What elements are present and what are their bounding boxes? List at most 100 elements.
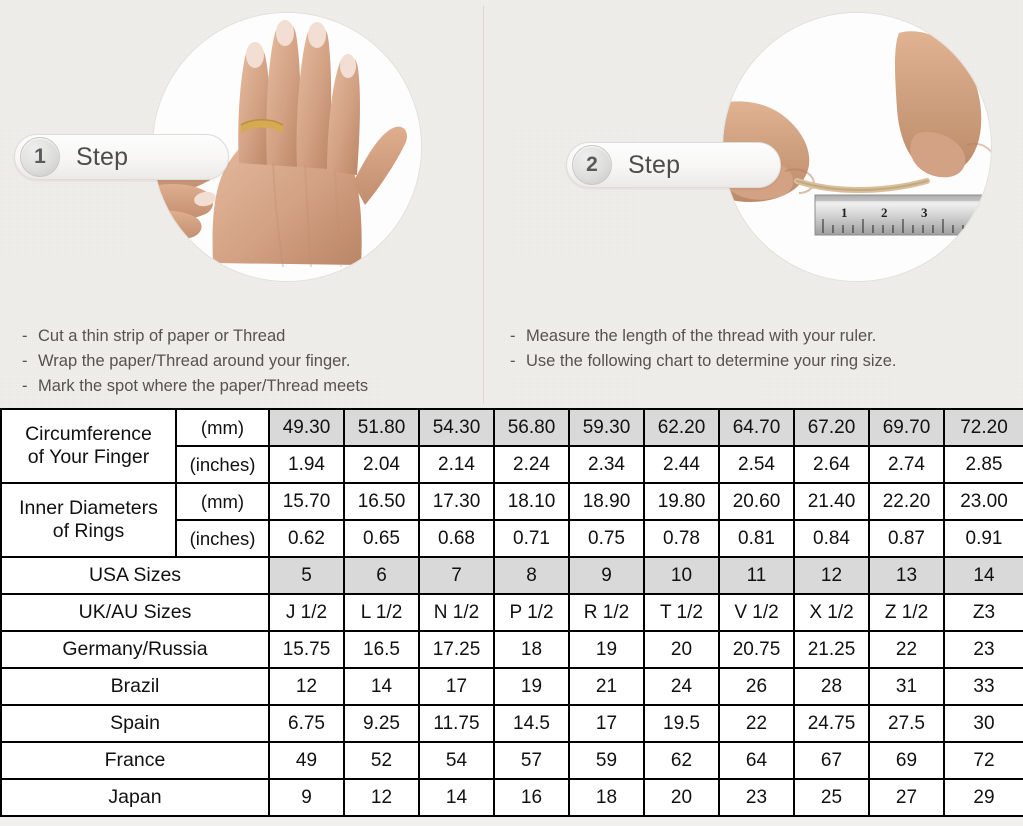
instruction-line: - Mark the spot where the paper/Thread me…: [22, 374, 467, 399]
cell-usa-4: 9: [568, 556, 645, 595]
measuring-thread-ruler-illustration: 1 2 3: [723, 13, 991, 281]
cell-germany_russia-3: 18: [493, 630, 570, 669]
step-1-label: Step: [76, 142, 129, 171]
step-1-instructions: - Cut a thin strip of paper or Thread - Wr…: [22, 324, 467, 399]
cell-inner_diameter_inches-4: 0.75: [568, 519, 645, 558]
cell-circumference_mm-5: 62.20: [643, 408, 720, 447]
table-row-usa: USA Sizes 5 6 7 8 9 10 11 12 13 14: [0, 556, 1023, 595]
table-row-brazil: Brazil 12 14 17 19 21 24 26 28 31 33: [0, 667, 1023, 706]
cell-spain-0: 6.75: [268, 704, 345, 743]
dash-bullet: -: [22, 327, 28, 345]
row-label-spain: Spain: [0, 704, 270, 743]
cell-usa-1: 6: [343, 556, 420, 595]
cell-germany_russia-9: 23: [943, 630, 1023, 669]
cell-circumference_inches-4: 2.34: [568, 445, 645, 484]
hand-with-ring-illustration: [153, 13, 421, 281]
cell-brazil-1: 14: [343, 667, 420, 706]
steps-area: 1 2 3 1 Step 2 Step - Cut a thin strip of…: [0, 0, 1023, 408]
row-unit-inner-diameter-inches: (inches): [175, 519, 270, 558]
row-label-circumference: Circumference of Your Finger: [0, 408, 177, 484]
row-unit-circumference-inches: (inches): [175, 445, 270, 484]
cell-uk_au-7: X 1/2: [793, 593, 870, 632]
cell-uk_au-6: V 1/2: [718, 593, 795, 632]
cell-circumference_inches-0: 1.94: [268, 445, 345, 484]
cell-japan-0: 9: [268, 778, 345, 817]
cell-brazil-9: 33: [943, 667, 1023, 706]
cell-inner_diameter_mm-8: 22.20: [868, 482, 945, 521]
cell-france-2: 54: [418, 741, 495, 780]
cell-circumference_inches-3: 2.24: [493, 445, 570, 484]
cell-circumference_mm-6: 64.70: [718, 408, 795, 447]
cell-uk_au-1: L 1/2: [343, 593, 420, 632]
cell-usa-6: 11: [718, 556, 795, 595]
step-1-photo: [152, 12, 422, 282]
table-row-circumference_inches: (inches) 1.94 2.04 2.14 2.24 2.34 2.44 2.54 2.64…: [1, 445, 1023, 484]
ring-size-chart-table: Circumference of Your Finger (mm) 49.30 51.8…: [0, 408, 1023, 817]
cell-spain-5: 19.5: [643, 704, 720, 743]
cell-usa-8: 13: [868, 556, 945, 595]
cell-france-5: 62: [643, 741, 720, 780]
row-unit-circumference-mm: (mm): [175, 408, 270, 447]
step-1-number: 1: [20, 137, 60, 177]
cell-inner_diameter_inches-1: 0.65: [343, 519, 420, 558]
cell-france-4: 59: [568, 741, 645, 780]
cell-brazil-3: 19: [493, 667, 570, 706]
cell-spain-1: 9.25: [343, 704, 420, 743]
cell-inner_diameter_mm-5: 19.80: [643, 482, 720, 521]
cell-japan-2: 14: [418, 778, 495, 817]
cell-circumference_mm-1: 51.80: [343, 408, 420, 447]
cell-brazil-6: 26: [718, 667, 795, 706]
instruction-text: Measure the length of the thread with yo…: [526, 327, 877, 345]
cell-circumference_mm-0: 49.30: [268, 408, 345, 447]
cell-circumference_mm-9: 72.20: [943, 408, 1023, 447]
cell-inner_diameter_mm-2: 17.30: [418, 482, 495, 521]
table-row-uk_au: UK/AU Sizes J 1/2 L 1/2 N 1/2 P 1/2 R 1/2 T 1/…: [0, 593, 1023, 632]
cell-brazil-4: 21: [568, 667, 645, 706]
cell-germany_russia-5: 20: [643, 630, 720, 669]
step-1-badge: 1 Step: [14, 134, 229, 180]
cell-inner_diameter_inches-7: 0.84: [793, 519, 870, 558]
table-row-circumference_mm: Circumference of Your Finger (mm) 49.30 51.8…: [0, 408, 1023, 484]
cell-japan-4: 18: [568, 778, 645, 817]
instruction-line: - Wrap the paper/Thread around your finge…: [22, 349, 467, 374]
instruction-text: Use the following chart to determine you…: [526, 352, 897, 370]
cell-brazil-0: 12: [268, 667, 345, 706]
cell-france-8: 69: [868, 741, 945, 780]
cell-uk_au-9: Z3: [943, 593, 1023, 632]
step-2-number: 2: [572, 145, 612, 185]
step-2-label: Step: [628, 150, 681, 179]
dash-bullet: -: [22, 377, 28, 395]
cell-inner_diameter_mm-7: 21.40: [793, 482, 870, 521]
dash-bullet: -: [510, 327, 516, 345]
cell-france-7: 67: [793, 741, 870, 780]
cell-france-1: 52: [343, 741, 420, 780]
cell-circumference_inches-6: 2.54: [718, 445, 795, 484]
row-unit-inner-diameter-mm: (mm): [175, 482, 270, 521]
cell-japan-5: 20: [643, 778, 720, 817]
cell-spain-9: 30: [943, 704, 1023, 743]
step-2-instructions: - Measure the length of the thread with y…: [510, 324, 1000, 374]
table-row-inner_diameter_mm: Inner Diameters of Rings (mm) 15.70 16.50 17.…: [0, 482, 1023, 558]
cell-france-6: 64: [718, 741, 795, 780]
cell-uk_au-8: Z 1/2: [868, 593, 945, 632]
cell-circumference_inches-8: 2.74: [868, 445, 945, 484]
instruction-text: Cut a thin strip of paper or Thread: [38, 327, 286, 345]
cell-brazil-2: 17: [418, 667, 495, 706]
cell-circumference_inches-1: 2.04: [343, 445, 420, 484]
cell-brazil-5: 24: [643, 667, 720, 706]
cell-uk_au-2: N 1/2: [418, 593, 495, 632]
ruler-mark-1: 1: [841, 205, 848, 220]
cell-germany_russia-8: 22: [868, 630, 945, 669]
instruction-text: Wrap the paper/Thread around your finger…: [38, 352, 351, 370]
cell-circumference_inches-5: 2.44: [643, 445, 720, 484]
row-label-inner-diameter: Inner Diameters of Rings: [0, 482, 177, 558]
row-label-brazil: Brazil: [0, 667, 270, 706]
cell-circumference_mm-8: 69.70: [868, 408, 945, 447]
row-label-france: France: [0, 741, 270, 780]
cell-usa-3: 8: [493, 556, 570, 595]
cell-circumference_inches-9: 2.85: [943, 445, 1023, 484]
cell-circumference_mm-7: 67.20: [793, 408, 870, 447]
cell-spain-4: 17: [568, 704, 645, 743]
table-row-inner_diameter_inches: (inches) 0.62 0.65 0.68 0.71 0.75 0.78 0.81 0.84…: [1, 519, 1023, 558]
table-row-france: France 49 52 54 57 59 62 64 67 69 72: [0, 741, 1023, 780]
